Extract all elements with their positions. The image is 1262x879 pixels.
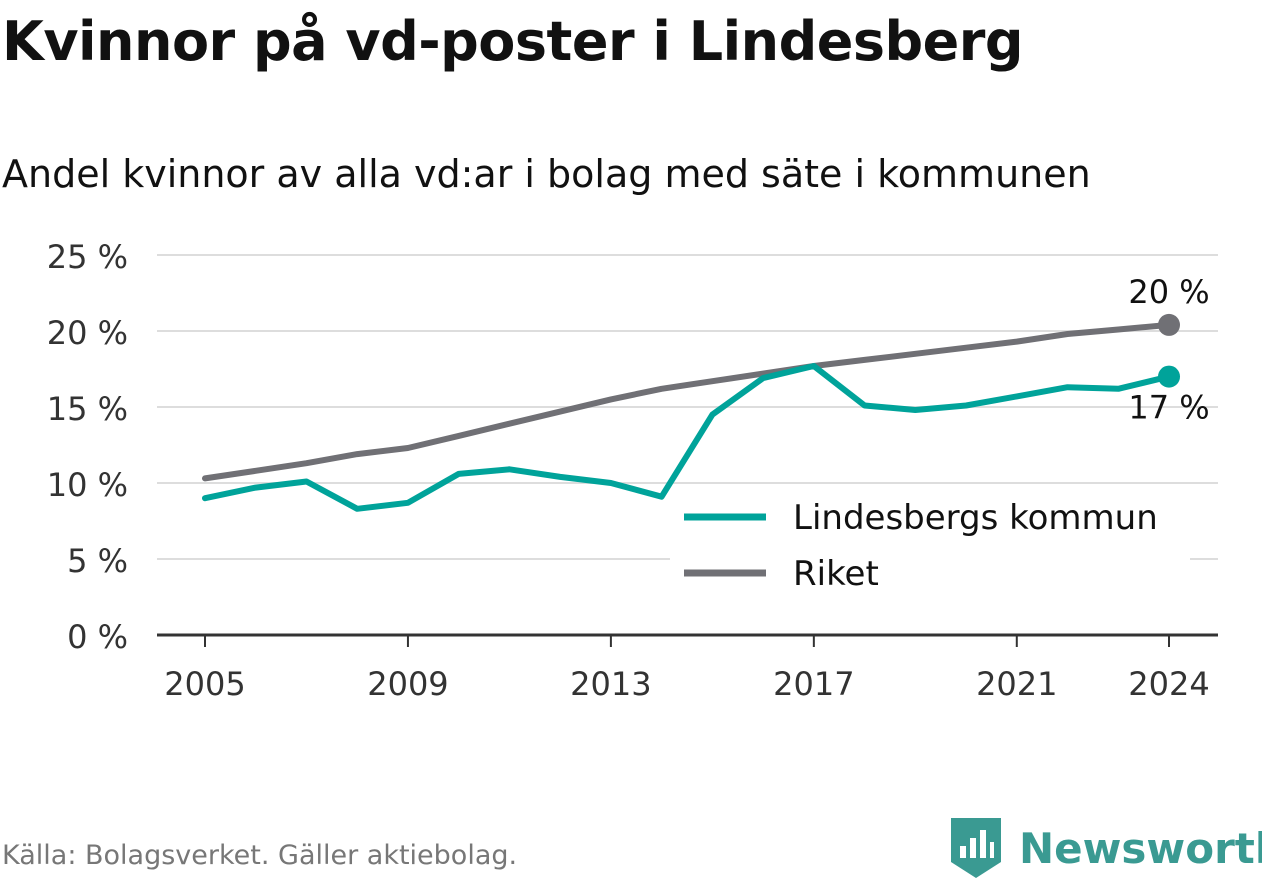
x-tick-label: 2005 [164, 665, 245, 703]
legend-background [670, 488, 1190, 600]
series-line-riket [202, 321, 1172, 482]
chart-title: Kvinnor på vd-poster i Lindesberg [2, 10, 1024, 73]
y-tick-label: 25 % [47, 238, 128, 276]
line-chart: 0 % 5 % 10 % 15 % 20 % 25 % 2005 2009 2013 2017 20… [47, 238, 1218, 703]
legend-label: Lindesbergs kommun [793, 498, 1158, 538]
series-line-lindesberg [202, 363, 1172, 512]
y-tick-label: 0 % [67, 618, 128, 656]
end-point-lindesberg [1158, 365, 1180, 388]
y-tick-label: 5 % [67, 542, 128, 580]
brand-logo: Newsworthy [951, 818, 1262, 878]
chart-subtitle: Andel kvinnor av alla vd:ar i bolag med … [2, 152, 1091, 196]
x-tick-label: 2009 [367, 665, 448, 703]
end-label-riket: 20 % [1128, 273, 1209, 311]
end-label-lindesberg: 17 % [1128, 389, 1209, 427]
x-tick-label: 2024 [1128, 665, 1209, 703]
y-tick-label: 10 % [47, 466, 128, 504]
brand-name: Newsworthy [1019, 823, 1262, 873]
x-tick-label: 2021 [976, 665, 1057, 703]
source-note: Källa: Bolagsverket. Gäller aktiebolag. [2, 840, 518, 871]
y-tick-label: 20 % [47, 314, 128, 352]
y-tick-label: 15 % [47, 390, 128, 428]
x-tick-label: 2017 [773, 665, 854, 703]
bar-chart-shield-icon [951, 818, 1001, 878]
legend-label: Riket [793, 554, 879, 594]
end-point-riket [1158, 313, 1180, 336]
x-tick-label: 2013 [570, 665, 651, 703]
